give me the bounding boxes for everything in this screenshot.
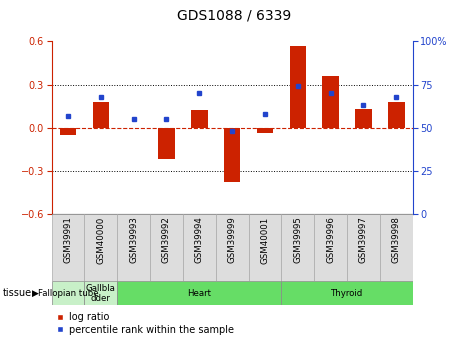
Bar xyxy=(281,281,413,305)
Text: ▶: ▶ xyxy=(32,289,39,298)
Bar xyxy=(355,109,371,128)
Bar xyxy=(52,281,84,305)
Text: Gallbla
dder: Gallbla dder xyxy=(86,284,116,303)
Bar xyxy=(224,128,240,182)
Bar xyxy=(150,214,183,281)
Text: Thyroid: Thyroid xyxy=(331,289,363,298)
Text: tissue: tissue xyxy=(2,288,31,298)
Text: GSM40000: GSM40000 xyxy=(96,217,106,264)
Bar xyxy=(216,214,249,281)
Text: GSM39997: GSM39997 xyxy=(359,217,368,264)
Bar xyxy=(281,214,314,281)
Text: GSM39992: GSM39992 xyxy=(162,217,171,264)
Text: Fallopian tube: Fallopian tube xyxy=(38,289,98,298)
Text: GDS1088 / 6339: GDS1088 / 6339 xyxy=(177,9,292,23)
Bar xyxy=(84,214,117,281)
Text: GSM40001: GSM40001 xyxy=(260,217,270,264)
Text: GSM39999: GSM39999 xyxy=(227,217,237,263)
Legend: log ratio, percentile rank within the sample: log ratio, percentile rank within the sa… xyxy=(56,312,234,335)
Bar xyxy=(52,214,84,281)
Text: GSM39994: GSM39994 xyxy=(195,217,204,264)
Text: GSM39993: GSM39993 xyxy=(129,217,138,264)
Bar xyxy=(117,214,150,281)
Text: GSM39991: GSM39991 xyxy=(63,217,73,264)
Bar xyxy=(380,214,413,281)
Bar xyxy=(289,46,306,128)
Text: GSM39995: GSM39995 xyxy=(293,217,303,264)
Bar xyxy=(257,128,273,134)
Bar xyxy=(84,281,117,305)
Text: Heart: Heart xyxy=(187,289,212,298)
Bar xyxy=(92,102,109,128)
Bar xyxy=(314,214,347,281)
Bar xyxy=(191,110,207,128)
Text: GSM39996: GSM39996 xyxy=(326,217,335,264)
Text: GSM39998: GSM39998 xyxy=(392,217,401,264)
Bar xyxy=(60,128,76,135)
Bar xyxy=(183,214,216,281)
Bar xyxy=(388,102,404,128)
Bar xyxy=(158,128,174,159)
Bar xyxy=(347,214,380,281)
Bar xyxy=(117,281,281,305)
Bar xyxy=(249,214,281,281)
Bar xyxy=(322,76,339,128)
